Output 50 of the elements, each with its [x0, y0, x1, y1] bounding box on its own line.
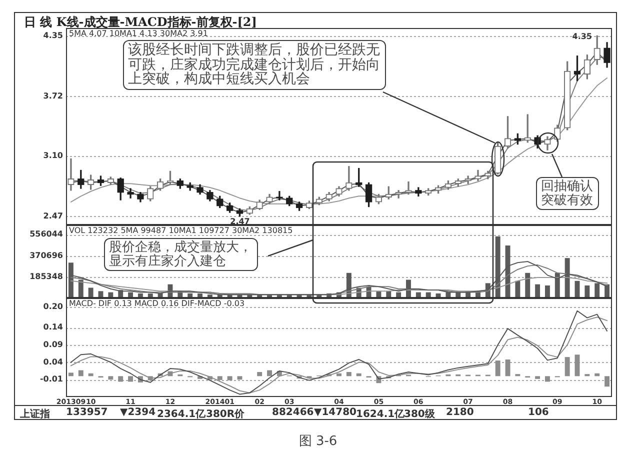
y-tick-label: 3.10: [43, 150, 64, 160]
caption: 图 3-6: [298, 433, 338, 450]
y-tick-label: 370696: [30, 250, 64, 260]
y-tick-label: 556044: [30, 230, 64, 239]
y-tick-label: 0.09: [43, 340, 64, 349]
bar: [68, 372, 74, 376]
text: 380R价: [206, 408, 245, 421]
bar: [356, 373, 362, 376]
bar: [535, 284, 540, 298]
bar: [78, 370, 84, 376]
text: 380级: [404, 408, 435, 421]
text: 882466: [272, 407, 314, 418]
text: ▼14780: [314, 407, 356, 418]
y-tick-label: 0.14: [43, 322, 64, 332]
bar: [346, 372, 352, 376]
y-tick-label: 3.72: [43, 91, 63, 100]
annotation: 股价企稳，成交量放大，显示有庄家介入建仓: [104, 238, 258, 272]
bar: [584, 285, 590, 298]
text: 2180: [446, 407, 474, 418]
chart-subtitle: 5MA 4.07 10MA1 4.13 30MA2 3.91: [69, 29, 208, 38]
annotation: 2.47: [230, 217, 250, 226]
bar: [594, 373, 600, 376]
text: 133957: [66, 407, 108, 418]
text: 2364.1亿: [157, 408, 206, 421]
text: ▼2394: [120, 407, 156, 418]
y-tick-label: 2.47: [43, 211, 63, 220]
bar: [544, 285, 550, 298]
candlestick: [127, 188, 134, 198]
text: 106: [528, 407, 549, 418]
annotation: 该股经长时间下跌调整后，股价已经跌无可跌，庄家成功完成建仓计划后，开始向上突破，构成中短线买入机会: [123, 40, 386, 90]
bar: [267, 370, 272, 376]
chart-subtitle: VOL 123232 5MA 99487 10MA1 109727 30MA2 130815: [69, 226, 293, 236]
text: 1624.1亿: [356, 408, 405, 421]
bar: [336, 373, 342, 376]
annotation: 回抽确认突破有效: [536, 177, 599, 210]
text: 上证指: [20, 408, 50, 421]
bar: [88, 288, 94, 298]
y-tick-label: 185348: [30, 272, 64, 281]
y-tick-label: 4.35: [43, 30, 64, 40]
candlestick: [276, 191, 283, 200]
y-tick-label: 0.04: [43, 357, 64, 366]
bar: [515, 280, 520, 298]
chart-subtitle: MACD- DIF 0.13 MACD 0.16 DIF-MACD -0.03: [69, 299, 245, 308]
y-tick-label: -0.01: [40, 374, 64, 384]
bar: [88, 373, 94, 376]
annotation: 4.35: [572, 32, 592, 41]
bar: [525, 272, 530, 298]
y-tick-label: 0.20: [43, 302, 64, 311]
bar: [257, 372, 262, 376]
chart-title: 日 线 K线-成交量-MACD指标-前复权-[2]: [24, 14, 257, 30]
